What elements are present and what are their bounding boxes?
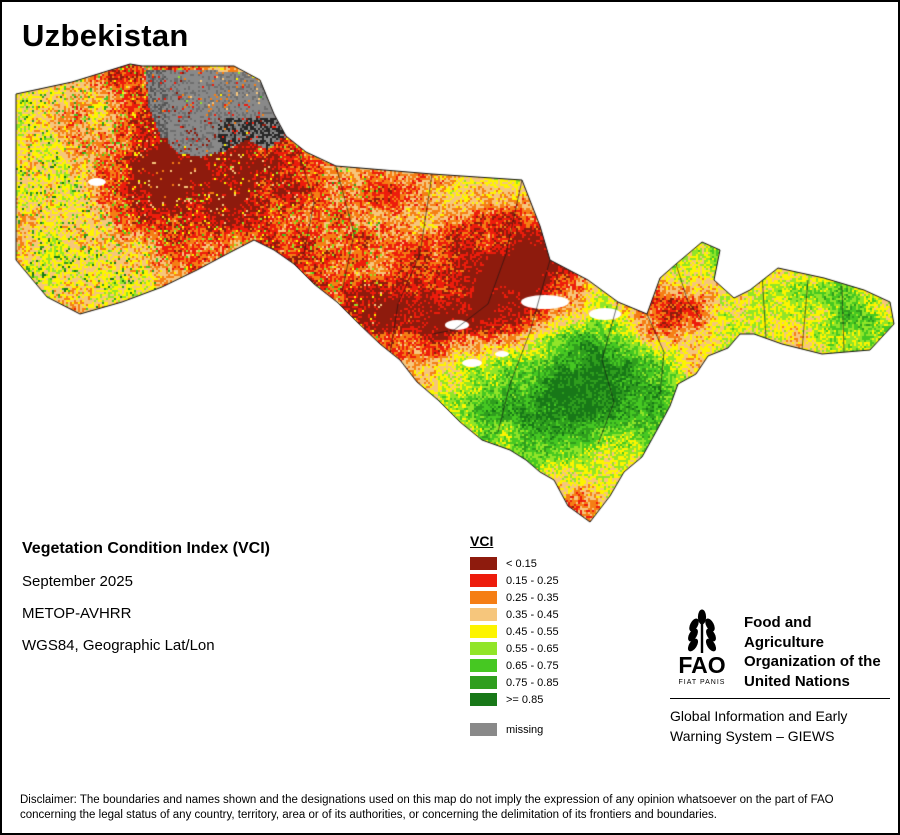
legend: VCI < 0.15 0.15 - 0.25 0.25 - 0.35 0.35 - 0… [470, 533, 559, 738]
legend-title: VCI [470, 533, 494, 549]
legend-missing-label: missing [506, 723, 544, 736]
legend-swatch [470, 642, 497, 655]
legend-swatch [470, 625, 497, 638]
legend-missing-row: missing [470, 721, 559, 738]
fao-org-name: Food and Agriculture Organization of the… [744, 614, 881, 690]
legend-swatch [470, 608, 497, 621]
legend-row: < 0.15 [470, 555, 559, 572]
fao-block: FAO FIAT PANIS Food and Agriculture Orga… [670, 609, 894, 746]
info-sensor: METOP-AVHRR [22, 605, 132, 622]
info-heading: Vegetation Condition Index (VCI) [22, 540, 270, 557]
info-projection: WGS84, Geographic Lat/Lon [22, 637, 215, 654]
legend-swatch [470, 659, 497, 672]
fao-acronym-text: FAO [678, 652, 725, 678]
disclaimer-text: Disclaimer: The boundaries and names sho… [20, 794, 834, 821]
fao-motto-text: FIAT PANIS [679, 679, 726, 686]
legend-rows: < 0.15 0.15 - 0.25 0.25 - 0.35 0.35 - 0.45 0… [470, 555, 559, 708]
fao-divider [670, 698, 890, 699]
info-block: Vegetation Condition Index (VCI) Septemb… [22, 540, 270, 669]
legend-label: 0.75 - 0.85 [506, 676, 559, 689]
legend-row: 0.65 - 0.75 [470, 657, 559, 674]
vci-map-canvas [2, 2, 898, 537]
legend-row: >= 0.85 [470, 691, 559, 708]
legend-row: 0.25 - 0.35 [470, 589, 559, 606]
legend-label: 0.25 - 0.35 [506, 591, 559, 604]
legend-swatch [470, 557, 497, 570]
legend-label: 0.35 - 0.45 [506, 608, 559, 621]
legend-swatch [470, 574, 497, 587]
legend-missing-swatch [470, 723, 497, 736]
legend-row: 0.35 - 0.45 [470, 606, 559, 623]
legend-row: 0.45 - 0.55 [470, 623, 559, 640]
legend-label: 0.15 - 0.25 [506, 574, 559, 587]
legend-swatch [470, 693, 497, 706]
legend-swatch [470, 591, 497, 604]
legend-label: < 0.15 [506, 557, 537, 570]
fao-logo-icon: FAO FIAT PANIS [678, 609, 726, 686]
legend-row: 0.75 - 0.85 [470, 674, 559, 691]
info-period: September 2025 [22, 573, 133, 590]
legend-row: 0.55 - 0.65 [470, 640, 559, 657]
legend-label: 0.45 - 0.55 [506, 625, 559, 638]
legend-swatch [470, 676, 497, 689]
legend-label: 0.55 - 0.65 [506, 642, 559, 655]
page-title: Uzbekistan [22, 18, 189, 53]
giews-text: Global Information and Early Warning Sys… [670, 708, 848, 744]
legend-label: >= 0.85 [506, 693, 544, 706]
legend-row: 0.15 - 0.25 [470, 572, 559, 589]
legend-label: 0.65 - 0.75 [506, 659, 559, 672]
